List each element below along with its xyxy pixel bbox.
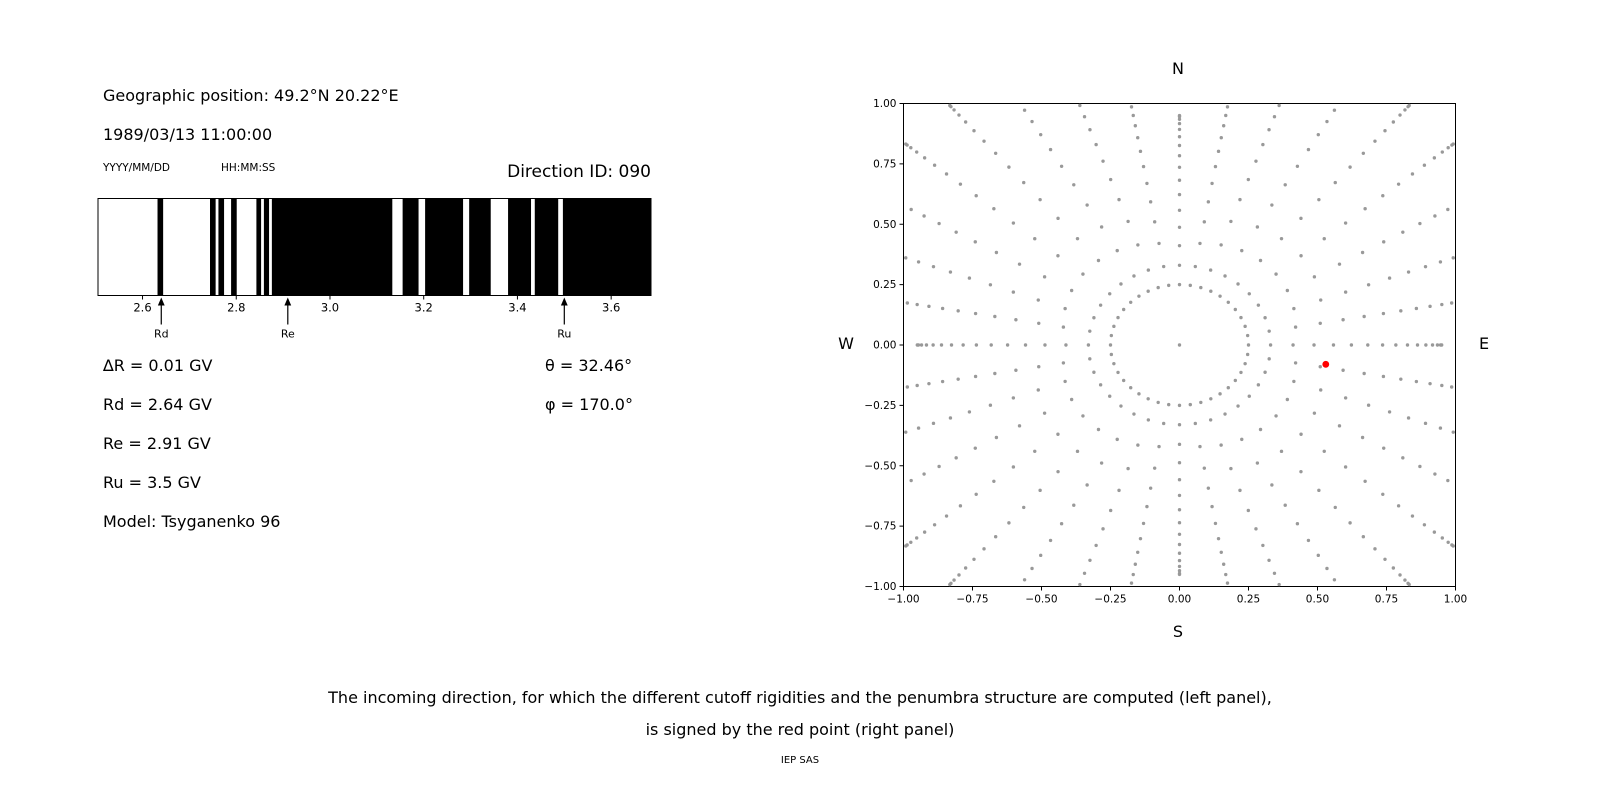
svg-text:3.6: 3.6 xyxy=(602,301,620,315)
svg-text:3.0: 3.0 xyxy=(321,301,339,315)
phi-value: φ = 170.0° xyxy=(545,395,633,414)
svg-text:Rd: Rd xyxy=(154,328,169,341)
penumbra-cutoff-markers: Rd Re Ru xyxy=(154,297,571,341)
ru-value: Ru = 3.5 GV xyxy=(103,473,201,492)
selected-direction-red-point xyxy=(1322,360,1330,368)
svg-text:1.00: 1.00 xyxy=(873,98,896,110)
svg-text:−1.00: −1.00 xyxy=(887,594,919,606)
compass-west-label: W xyxy=(838,334,854,353)
svg-text:Ru: Ru xyxy=(557,328,571,341)
penumbra-plot-border xyxy=(97,198,652,296)
date-format-label: YYYY/MM/DD xyxy=(103,162,171,174)
svg-text:0.50: 0.50 xyxy=(1306,594,1329,606)
direction-id-title: Direction ID: 090 xyxy=(507,162,651,182)
delta-r-value: ∆R = 0.01 GV xyxy=(103,356,213,375)
svg-text:−0.75: −0.75 xyxy=(956,594,988,606)
svg-text:0.75: 0.75 xyxy=(873,158,896,170)
penumbra-chart: 2.6 2.8 3.0 3.2 3.4 3.6 Rd Re Ru xyxy=(97,198,652,341)
svg-text:3.4: 3.4 xyxy=(508,301,526,315)
caption-line-1: The incoming direction, for which the di… xyxy=(328,688,1272,707)
penumbra-forbidden-bands xyxy=(157,198,651,296)
datetime-text: 1989/03/13 11:00:00 xyxy=(103,125,273,144)
model-name: Model: Tsyganenko 96 xyxy=(103,512,281,531)
svg-text:0.00: 0.00 xyxy=(1168,594,1191,606)
svg-text:−0.75: −0.75 xyxy=(864,521,896,533)
svg-text:3.2: 3.2 xyxy=(415,301,433,315)
caption-line-2: is signed by the red point (right panel) xyxy=(645,720,955,739)
geo-position-text: Geographic position: 49.2°N 20.22°E xyxy=(103,86,399,105)
direction-axis-ticks: −1.00 −0.75 −0.50 −0.25 0.00 0.25 0.50 0.75 1.00… xyxy=(864,98,1467,605)
svg-text:−0.25: −0.25 xyxy=(1094,594,1126,606)
svg-text:2.8: 2.8 xyxy=(227,301,245,315)
svg-text:2.6: 2.6 xyxy=(133,301,151,315)
svg-text:0.25: 0.25 xyxy=(873,279,896,291)
penumbra-x-ticks: 2.6 2.8 3.0 3.2 3.4 3.6 xyxy=(133,295,620,315)
time-format-label: HH:MM:SS xyxy=(221,162,276,174)
theta-value: θ = 32.46° xyxy=(545,356,633,375)
compass-south-label: S xyxy=(1172,622,1184,641)
svg-text:−0.50: −0.50 xyxy=(864,460,896,472)
svg-text:−1.00: −1.00 xyxy=(864,581,896,593)
svg-text:0.00: 0.00 xyxy=(873,340,896,352)
svg-text:0.50: 0.50 xyxy=(873,219,896,231)
rd-value: Rd = 2.64 GV xyxy=(103,395,212,414)
asymptotic-direction-dots xyxy=(904,103,1455,587)
svg-text:0.75: 0.75 xyxy=(1375,594,1398,606)
svg-text:1.00: 1.00 xyxy=(1444,594,1467,606)
compass-north-label: N xyxy=(1172,59,1184,78)
svg-text:0.25: 0.25 xyxy=(1237,594,1260,606)
incoming-direction-chart: −1.00 −0.75 −0.50 −0.25 0.00 0.25 0.50 0.75 1.00… xyxy=(864,98,1467,605)
svg-text:−0.50: −0.50 xyxy=(1025,594,1057,606)
svg-text:−0.25: −0.25 xyxy=(864,400,896,412)
compass-east-label: E xyxy=(1478,334,1490,353)
credit-label: IEP SAS xyxy=(780,755,820,766)
svg-text:Re: Re xyxy=(281,328,295,341)
re-value: Re = 2.91 GV xyxy=(103,434,211,453)
